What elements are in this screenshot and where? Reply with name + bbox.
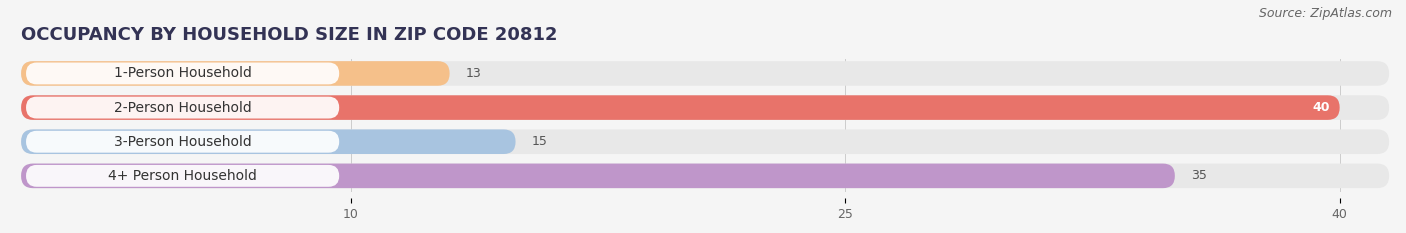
Text: 2-Person Household: 2-Person Household [114, 101, 252, 115]
FancyBboxPatch shape [21, 95, 1340, 120]
Text: 3-Person Household: 3-Person Household [114, 135, 252, 149]
Text: Source: ZipAtlas.com: Source: ZipAtlas.com [1258, 7, 1392, 20]
FancyBboxPatch shape [21, 164, 1389, 188]
Text: 1-Person Household: 1-Person Household [114, 66, 252, 80]
FancyBboxPatch shape [21, 130, 1389, 154]
FancyBboxPatch shape [21, 61, 450, 86]
Text: 4+ Person Household: 4+ Person Household [108, 169, 257, 183]
FancyBboxPatch shape [27, 62, 339, 84]
Text: 13: 13 [467, 67, 482, 80]
Text: 40: 40 [1312, 101, 1330, 114]
FancyBboxPatch shape [27, 97, 339, 119]
FancyBboxPatch shape [21, 164, 1175, 188]
Text: 35: 35 [1191, 169, 1208, 182]
FancyBboxPatch shape [21, 61, 1389, 86]
FancyBboxPatch shape [27, 131, 339, 153]
FancyBboxPatch shape [21, 95, 1389, 120]
FancyBboxPatch shape [27, 165, 339, 187]
Text: 15: 15 [531, 135, 548, 148]
FancyBboxPatch shape [21, 130, 516, 154]
Text: OCCUPANCY BY HOUSEHOLD SIZE IN ZIP CODE 20812: OCCUPANCY BY HOUSEHOLD SIZE IN ZIP CODE … [21, 26, 558, 44]
